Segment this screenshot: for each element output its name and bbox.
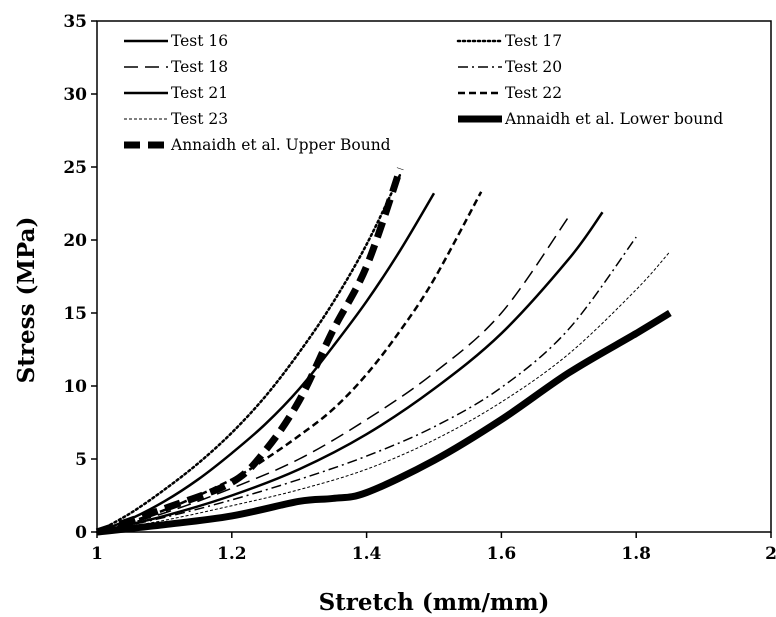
series-line-6 — [96, 191, 483, 534]
legend-label-9: Annaidh et al. Upper Bound — [170, 136, 391, 154]
series-line-4 — [96, 236, 637, 533]
series-lines — [95, 167, 672, 536]
y-tick-label: 10 — [63, 377, 87, 397]
series-line-3 — [96, 216, 570, 533]
x-tick-label: 1.4 — [352, 544, 382, 564]
series-line-7 — [96, 251, 671, 533]
y-tick-label: 15 — [63, 304, 87, 324]
series-line-5 — [96, 211, 604, 534]
legend-label-8: Annaidh et al. Lower bound — [504, 110, 723, 128]
y-tick-label: 0 — [75, 523, 87, 543]
plot-border — [96, 20, 772, 533]
y-tick-label: 30 — [63, 85, 87, 105]
x-tick-label: 2 — [765, 544, 776, 564]
legend-label-2: Test 17 — [505, 32, 562, 50]
x-axis-title: Stretch (mm/mm) — [319, 589, 550, 616]
y-tick-label: 5 — [75, 450, 87, 470]
series-line-2 — [95, 173, 402, 534]
legend-label-5: Test 21 — [171, 84, 228, 102]
series-line-9 — [95, 167, 404, 536]
legend-label-6: Test 22 — [505, 84, 562, 102]
legend-label-1: Test 16 — [171, 32, 228, 50]
x-tick-label: 1.6 — [487, 544, 517, 564]
x-tick-label: 1 — [91, 544, 103, 564]
series-line-1 — [96, 192, 436, 534]
legend-label-7: Test 23 — [171, 110, 228, 128]
x-tick-label: 1.8 — [621, 544, 651, 564]
plot-area — [96, 20, 772, 533]
y-tick-label: 35 — [63, 12, 87, 32]
legend-label-4: Test 20 — [505, 58, 562, 76]
y-tick-label: 25 — [63, 158, 87, 178]
x-tick-label: 1.2 — [217, 544, 247, 564]
legend-label-3: Test 18 — [171, 58, 228, 76]
y-tick-label: 20 — [63, 231, 87, 251]
legend: Test 16 Test 17 Test 18 Test 20 Test 21 Test … — [124, 32, 723, 154]
series-line-8 — [96, 310, 672, 536]
y-axis-title: Stress (MPa) — [13, 217, 40, 384]
